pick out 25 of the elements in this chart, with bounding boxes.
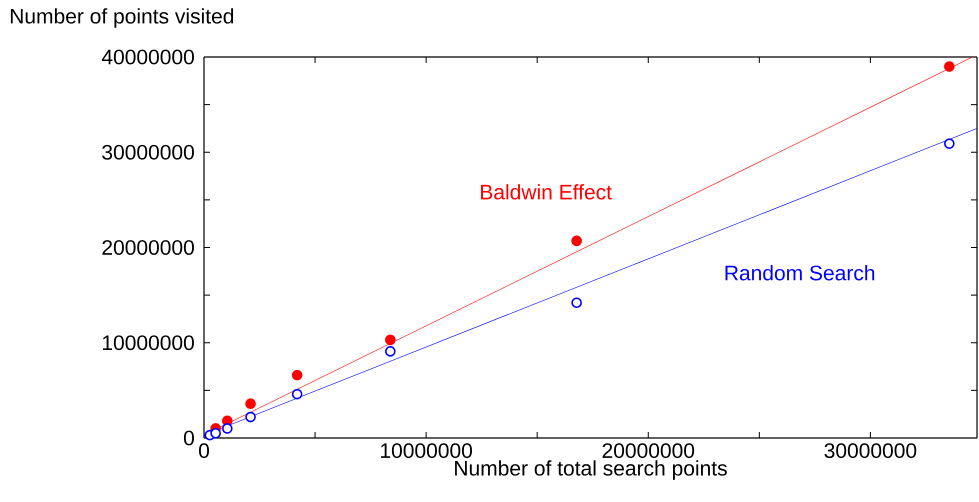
x-tick-label: 10000000: [381, 443, 472, 458]
x-axis-title: Number of total search points: [455, 460, 727, 480]
y-tick-label: 0: [184, 430, 194, 446]
point: [210, 428, 221, 439]
point: [944, 138, 955, 149]
point: [385, 346, 396, 357]
point: [245, 398, 256, 410]
point: [944, 61, 955, 72]
point: [571, 297, 582, 308]
point: [385, 334, 396, 346]
point: [245, 412, 256, 422]
x-tick-label: 0: [198, 443, 210, 458]
y-tick-label: 20000000: [102, 240, 194, 255]
y-tick-label: 10000000: [102, 335, 194, 350]
text: Random Search: [726, 265, 874, 280]
x-tick-label: 20000000: [602, 443, 694, 458]
y-tick-label: 40000000: [102, 50, 194, 64]
point: [571, 236, 582, 246]
point: [292, 388, 302, 400]
x-tick-label: 30000000: [824, 443, 916, 458]
y-axis-title: Number of points visited: [10, 8, 234, 28]
point: [222, 423, 233, 434]
text: Baldwin Effect: [481, 184, 612, 200]
point: [292, 370, 302, 380]
y-tick-label: 30000000: [102, 144, 194, 160]
